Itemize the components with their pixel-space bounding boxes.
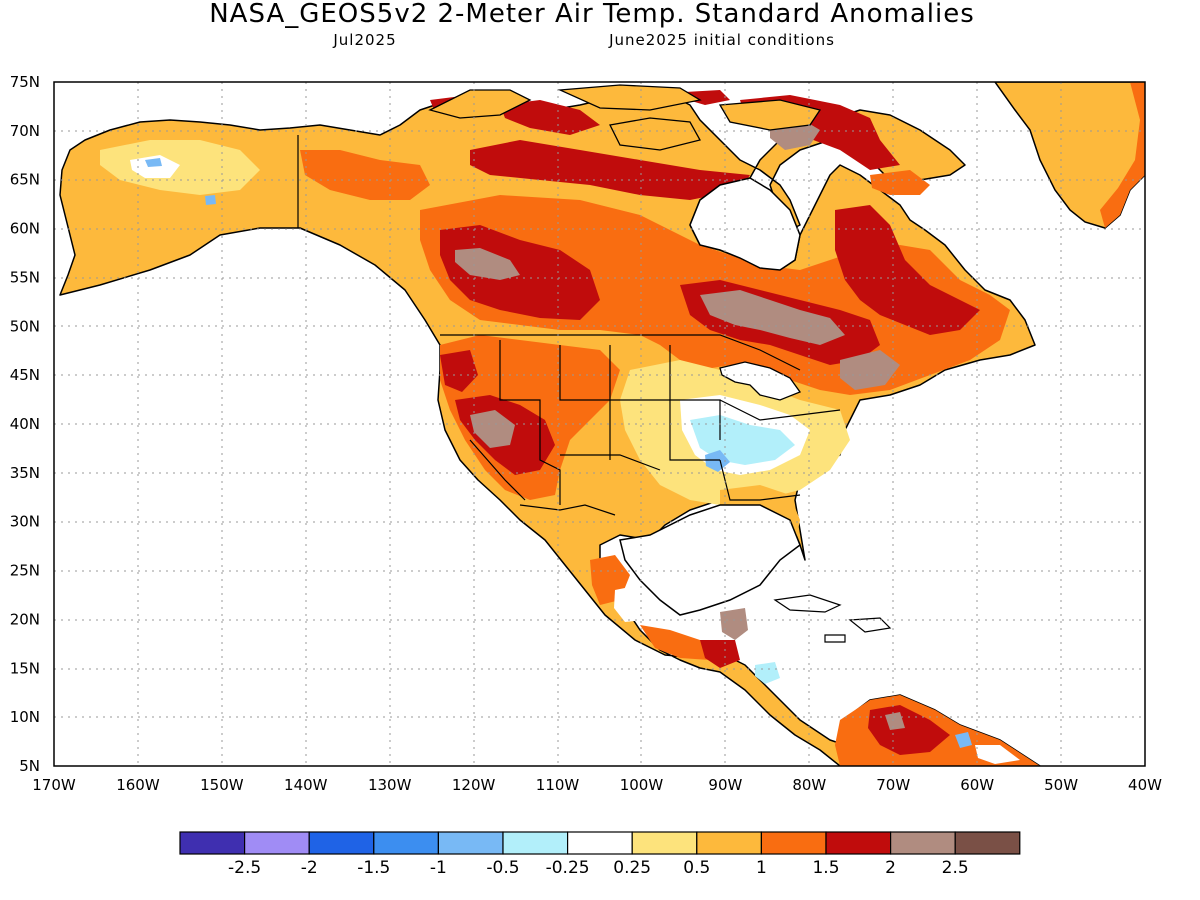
caribbean-islands [773, 594, 892, 643]
colorbar: -2.5 -2 -1.5 -1 -0.5 -0.25 0.25 0.5 1 1.5 2 2.5 [179, 831, 1021, 878]
lat-tick-label: 60N [10, 220, 40, 238]
lon-tick-label: 40W [1128, 776, 1162, 794]
colorbar-swatch [566, 831, 633, 855]
lon-tick-label: 50W [1044, 776, 1078, 794]
lat-tick-label: 10N [10, 708, 40, 726]
colorbar-swatch [954, 831, 1021, 855]
initial-conditions-label: June2025 initial conditions [608, 31, 835, 49]
lon-tick-label: 90W [708, 776, 742, 794]
longitude-axis: 170W 160W 150W 140W 130W 120W 110W 100W 90W 80W 70… [32, 776, 1162, 794]
lon-tick-label: 60W [960, 776, 994, 794]
colorbar-swatch [825, 831, 892, 855]
lat-tick-label: 50N [10, 317, 40, 335]
colorbar-label: 1 [756, 858, 767, 878]
colorbar-swatch [437, 831, 504, 855]
anomaly-shading [100, 90, 1040, 766]
lat-tick-label: 5N [19, 757, 40, 775]
lat-tick-label: 70N [10, 122, 40, 140]
lon-tick-label: 70W [876, 776, 910, 794]
lon-tick-label: 100W [620, 776, 664, 794]
colorbar-label: -0.5 [486, 858, 519, 878]
gulf-of-mexico [619, 504, 801, 616]
colorbar-label: 0.25 [613, 858, 651, 878]
lon-tick-label: 170W [32, 776, 76, 794]
lon-tick-label: 150W [200, 776, 244, 794]
colorbar-swatch [373, 831, 439, 855]
colorbar-swatch [308, 831, 375, 855]
greenland-edge-anomaly [1100, 82, 1145, 228]
lon-tick-label: 130W [368, 776, 412, 794]
lat-tick-label: 15N [10, 659, 40, 677]
greenland-landmass [994, 82, 1145, 229]
latitude-axis: 75N 70N 65N 60N 55N 50N 45N 40N 35N 30N 25N 20N 15N 1… [10, 73, 40, 775]
colorbar-label: 1.5 [812, 858, 839, 878]
map-plot-area [54, 82, 1145, 766]
colorbar-swatch [696, 831, 762, 855]
colorbar-swatch [502, 831, 569, 855]
lat-tick-label: 20N [10, 610, 40, 628]
map-frame [53, 81, 1146, 767]
lon-tick-label: 110W [536, 776, 580, 794]
map-title: NASA_GEOS5v2 2-Meter Air Temp. Standard … [209, 0, 975, 29]
lon-tick-label: 140W [284, 776, 328, 794]
political-boundaries [297, 135, 841, 516]
lat-tick-label: 25N [10, 562, 40, 580]
colorbar-swatch [179, 831, 246, 855]
colorbar-label: -2.5 [228, 858, 261, 878]
colorbar-label: -2 [301, 858, 318, 878]
lon-tick-label: 120W [452, 776, 496, 794]
colorbar-swatch [244, 831, 310, 855]
colorbar-label: 2 [885, 858, 896, 878]
colorbar-label: -0.25 [546, 858, 590, 878]
lat-tick-label: 35N [10, 464, 40, 482]
lon-tick-label: 80W [792, 776, 826, 794]
great-lakes [719, 361, 802, 401]
colorbar-label: -1.5 [357, 858, 390, 878]
lat-tick-label: 40N [10, 415, 40, 433]
colorbar-label: -1 [430, 858, 447, 878]
colorbar-label: 0.5 [683, 858, 710, 878]
lat-tick-label: 75N [10, 73, 40, 91]
colorbar-swatch [760, 831, 827, 855]
hudson-bay [689, 177, 801, 271]
graticule [54, 82, 1145, 766]
valid-month-label: Jul2025 [332, 31, 396, 49]
lat-tick-label: 55N [10, 268, 40, 286]
lat-tick-label: 30N [10, 513, 40, 531]
colorbar-label: 2.5 [942, 858, 969, 878]
lat-tick-label: 45N [10, 366, 40, 384]
arctic-islands [428, 84, 822, 151]
colorbar-swatch [631, 831, 698, 855]
colorbar-swatch [889, 831, 956, 855]
lon-tick-label: 160W [116, 776, 160, 794]
lat-tick-label: 65N [10, 171, 40, 189]
